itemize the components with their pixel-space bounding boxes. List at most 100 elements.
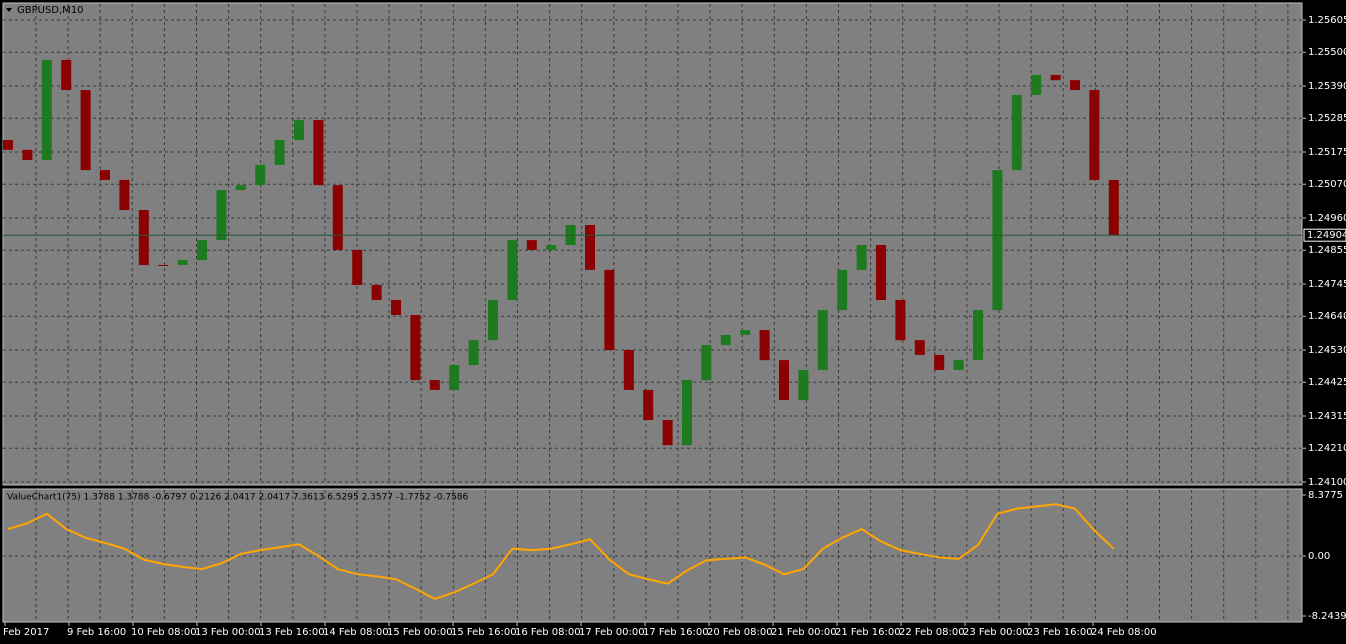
x-tick-label: 20 Feb 08:00 <box>707 627 773 638</box>
candle-body <box>876 245 886 300</box>
candle-body <box>488 299 498 341</box>
candle-body <box>332 185 343 250</box>
candle-body <box>274 140 285 165</box>
candle-body <box>41 59 52 160</box>
y-tick-label: 1.25175 <box>1308 147 1346 158</box>
candle-body <box>546 245 557 250</box>
candle-body <box>856 245 867 270</box>
price-tag <box>1303 228 1346 242</box>
candle-body <box>643 389 654 420</box>
indicator-tick-label: 0.00 <box>1308 551 1330 562</box>
y-tick-label: 1.24315 <box>1308 411 1346 422</box>
candle-body <box>1031 74 1042 95</box>
y-tick-label: 1.24745 <box>1308 279 1346 290</box>
candle-body <box>973 310 983 361</box>
candle-body <box>837 269 848 311</box>
candle-body <box>352 249 363 285</box>
menu-arrow[interactable] <box>6 8 12 12</box>
y-tick-label: 1.24530 <box>1308 345 1346 356</box>
y-tick-label: 1.24960 <box>1308 213 1346 224</box>
candle-body <box>80 89 91 171</box>
x-tick-label: 17 Feb 00:00 <box>579 627 645 638</box>
y-tick-label: 1.25390 <box>1308 81 1346 92</box>
y-tick-label: 1.25500 <box>1308 47 1346 58</box>
current-price-label: 1.24904 <box>1307 230 1346 241</box>
candle-body <box>371 284 382 300</box>
candle-body <box>3 140 13 150</box>
candle-body <box>1108 179 1119 236</box>
candle-body <box>1050 74 1061 81</box>
y-tick-label: 1.25070 <box>1308 179 1346 190</box>
x-tick-label: 13 Feb 16:00 <box>259 627 325 638</box>
candle-body <box>468 340 479 366</box>
candle-body <box>1089 89 1100 180</box>
symbol-title: GBPUSD,M10 <box>17 5 84 16</box>
x-tick-label: 15 Feb 00:00 <box>387 627 453 638</box>
candle-body <box>1070 80 1080 90</box>
candle-body <box>138 210 149 265</box>
x-tick-label: 23 Feb 16:00 <box>1027 627 1093 638</box>
candle-body <box>507 240 518 300</box>
candle-body <box>429 380 440 390</box>
y-tick-label: 1.24100 <box>1308 477 1346 488</box>
indicator-tick-label: 8.3775 <box>1308 490 1343 501</box>
indicator-label: ValueChart1(75) 1.3788 1.3788 -0.6797 0.… <box>7 493 469 503</box>
indicator-tick-label: -8.2439 <box>1308 611 1346 622</box>
candle-body <box>953 360 964 370</box>
y-tick-label: 1.24425 <box>1308 377 1346 388</box>
candle-body <box>779 360 789 401</box>
y-tick-label: 1.25285 <box>1308 113 1346 124</box>
candle-body <box>158 264 169 266</box>
candle-body <box>759 330 770 361</box>
y-tick-label: 1.25605 <box>1308 15 1346 26</box>
x-tick-label: 22 Feb 08:00 <box>899 627 965 638</box>
candle-body <box>934 354 945 370</box>
candle-body <box>235 185 246 191</box>
candle-body <box>740 330 751 335</box>
candle-body <box>623 350 634 390</box>
x-tick-label: 17 Feb 16:00 <box>643 627 709 638</box>
candle-body <box>22 149 33 160</box>
y-tick-label: 1.24855 <box>1308 245 1346 256</box>
candle-body <box>798 369 809 401</box>
candle-body <box>720 334 731 346</box>
candle-body <box>1011 94 1022 171</box>
candle-body <box>526 240 537 250</box>
candle-body <box>119 179 130 211</box>
x-tick-label: 23 Feb 00:00 <box>963 627 1029 638</box>
candle-body <box>410 315 421 381</box>
candle-body <box>216 190 227 241</box>
x-tick-label: 13 Feb 00:00 <box>195 627 261 638</box>
x-tick-label: 15 Feb 16:00 <box>451 627 517 638</box>
candle-body <box>585 225 595 270</box>
grid <box>3 4 1302 621</box>
y-tick-label: 1.24210 <box>1308 443 1346 454</box>
candle-body <box>992 170 1003 311</box>
x-tick-label: Feb 2017 <box>3 627 49 638</box>
candle-body <box>662 419 673 446</box>
candle-body <box>197 240 207 261</box>
x-tick-label: 21 Feb 16:00 <box>835 627 901 638</box>
candle-body <box>177 260 188 265</box>
y-tick-label: 1.24640 <box>1308 311 1346 322</box>
indicator-line <box>7 503 1115 601</box>
x-tick-label: 21 Feb 00:00 <box>771 627 837 638</box>
candle-body <box>449 365 460 390</box>
x-tick-label: 16 Feb 08:00 <box>515 627 581 638</box>
x-tick-label: 10 Feb 08:00 <box>131 627 197 638</box>
x-tick-label: 9 Feb 16:00 <box>67 627 126 638</box>
candle-body <box>391 299 401 316</box>
candle-body <box>61 59 72 90</box>
x-tick-label: 14 Feb 08:00 <box>323 627 389 638</box>
candle-body <box>604 269 615 350</box>
candle-body <box>294 120 304 141</box>
candle-body <box>313 120 324 186</box>
marks <box>3 59 1302 601</box>
x-tick-label: 24 Feb 08:00 <box>1091 627 1157 638</box>
candle-body <box>817 310 828 370</box>
candle-body <box>682 380 692 446</box>
candle-body <box>100 170 110 180</box>
candle-body <box>701 345 712 381</box>
candle-body <box>255 164 266 186</box>
